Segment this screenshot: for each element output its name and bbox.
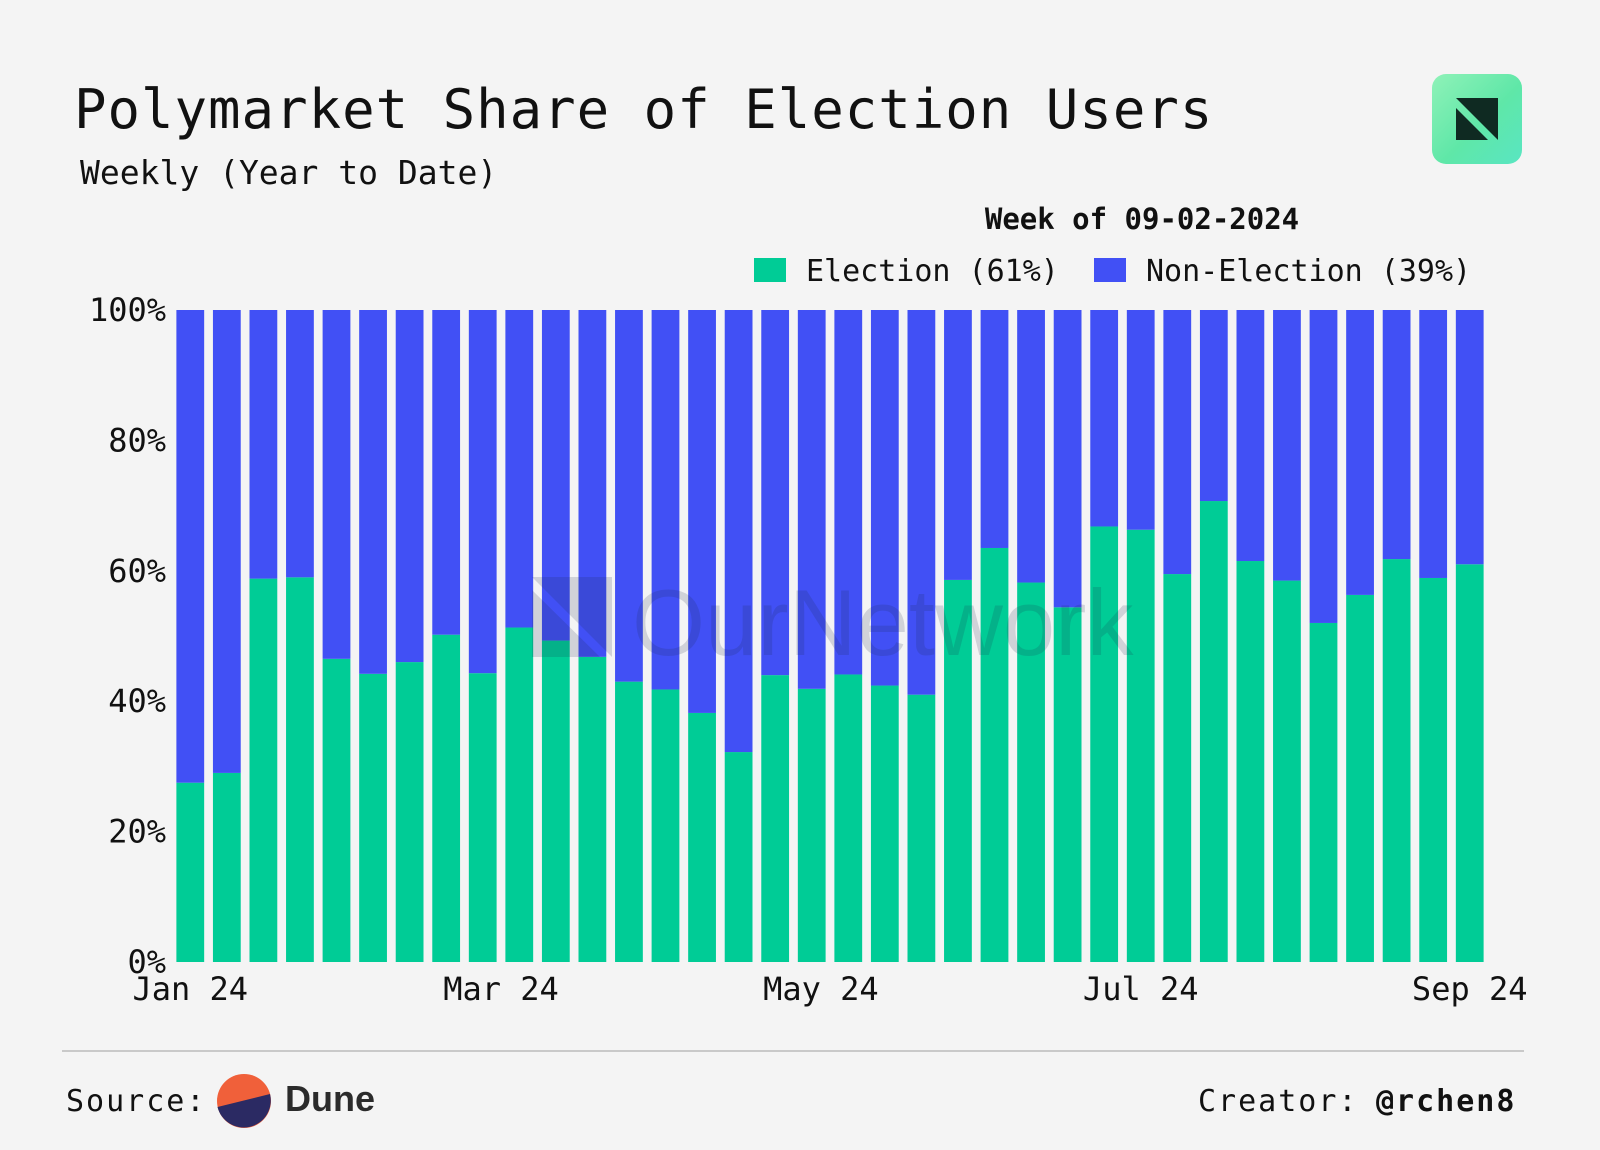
bar-non-election[interactable] bbox=[761, 310, 790, 676]
bar-non-election[interactable] bbox=[249, 310, 278, 579]
bar-non-election[interactable] bbox=[1090, 310, 1119, 527]
bar-non-election[interactable] bbox=[834, 310, 863, 675]
bar-non-election[interactable] bbox=[1346, 310, 1374, 595]
source-label: Source: bbox=[66, 1084, 207, 1119]
bar-election[interactable] bbox=[1382, 559, 1411, 962]
x-tick-label: Jul 24 bbox=[1083, 970, 1199, 1008]
bar-election[interactable] bbox=[797, 688, 826, 962]
bar-election[interactable] bbox=[395, 662, 424, 962]
bar-non-election[interactable] bbox=[1236, 310, 1265, 562]
bar-non-election[interactable] bbox=[578, 310, 607, 657]
bar-election[interactable] bbox=[249, 578, 278, 962]
ournetwork-logo-icon bbox=[1432, 74, 1522, 164]
bar-non-election[interactable] bbox=[1199, 310, 1228, 502]
bar-election[interactable] bbox=[1309, 622, 1338, 962]
bar-non-election[interactable] bbox=[1382, 310, 1411, 560]
y-tick-label: 60% bbox=[108, 552, 166, 590]
bar-election[interactable] bbox=[1163, 574, 1192, 962]
chart-subtitle: Weekly (Year to Date) bbox=[80, 153, 498, 192]
bar-election[interactable] bbox=[432, 634, 461, 962]
bar-non-election[interactable] bbox=[615, 310, 643, 682]
bar-non-election[interactable] bbox=[1053, 310, 1082, 608]
legend[interactable]: Election (61%) Non-Election (39%) bbox=[754, 254, 1471, 289]
bar-election[interactable] bbox=[322, 658, 351, 962]
y-tick-label: 20% bbox=[108, 813, 166, 851]
bar-non-election[interactable] bbox=[944, 310, 972, 580]
bar-non-election[interactable] bbox=[651, 310, 680, 690]
bar-non-election[interactable] bbox=[1419, 310, 1448, 578]
bar-election[interactable] bbox=[359, 673, 387, 962]
dune-logo-icon bbox=[216, 1073, 272, 1129]
stacked-bar-chart: OurNetwork 0%20%40%60%80%100% Jan 24Mar … bbox=[89, 202, 1528, 1008]
bar-election[interactable] bbox=[1455, 564, 1484, 962]
creator-label: Creator: bbox=[1198, 1084, 1359, 1119]
bar-non-election[interactable] bbox=[980, 310, 1009, 548]
bar-non-election[interactable] bbox=[432, 310, 461, 635]
bar-non-election[interactable] bbox=[176, 310, 205, 783]
legend-swatch-non-election bbox=[1094, 258, 1126, 282]
bar-election[interactable] bbox=[176, 782, 205, 962]
bar-election[interactable] bbox=[907, 694, 936, 962]
bar-non-election[interactable] bbox=[724, 310, 753, 753]
bar-non-election[interactable] bbox=[907, 310, 936, 695]
bar-election[interactable] bbox=[944, 579, 972, 962]
bar-election[interactable] bbox=[468, 673, 497, 962]
bar-non-election[interactable] bbox=[1309, 310, 1338, 623]
bar-non-election[interactable] bbox=[1163, 310, 1192, 575]
bar-non-election[interactable] bbox=[212, 310, 241, 773]
bar-non-election[interactable] bbox=[468, 310, 497, 674]
bar-non-election[interactable] bbox=[395, 310, 424, 663]
bar-election[interactable] bbox=[1346, 594, 1374, 962]
bar-election[interactable] bbox=[286, 577, 314, 962]
bar-non-election[interactable] bbox=[322, 310, 351, 659]
bar-election[interactable] bbox=[1126, 529, 1155, 962]
chart-title: Polymarket Share of Election Users bbox=[74, 78, 1214, 141]
bar-non-election[interactable] bbox=[797, 310, 826, 689]
legend-swatch-election bbox=[754, 258, 786, 282]
bar-election[interactable] bbox=[761, 675, 790, 962]
x-tick-label: May 24 bbox=[763, 970, 879, 1008]
bar-election[interactable] bbox=[1273, 580, 1301, 962]
bar-election[interactable] bbox=[1199, 501, 1228, 962]
y-tick-label: 100% bbox=[89, 291, 166, 329]
bar-election[interactable] bbox=[1053, 607, 1082, 962]
bar-election[interactable] bbox=[1017, 582, 1045, 962]
bar-non-election[interactable] bbox=[505, 310, 534, 628]
bar-non-election[interactable] bbox=[359, 310, 387, 674]
bar-election[interactable] bbox=[541, 640, 570, 962]
hover-week-label: Week of 09-02-2024 bbox=[985, 202, 1299, 236]
x-tick-label: Sep 24 bbox=[1412, 970, 1528, 1008]
bar-election[interactable] bbox=[980, 547, 1009, 962]
bar-election[interactable] bbox=[834, 674, 863, 962]
bar-election[interactable] bbox=[1236, 561, 1265, 962]
bar-non-election[interactable] bbox=[1273, 310, 1301, 581]
legend-label-election: Election (61%) bbox=[806, 254, 1059, 289]
bar-non-election[interactable] bbox=[870, 310, 899, 686]
bar-election[interactable] bbox=[578, 656, 607, 962]
source-name: Dune bbox=[285, 1078, 375, 1119]
bar-election[interactable] bbox=[615, 681, 643, 962]
x-tick-label: Jan 24 bbox=[132, 970, 248, 1008]
bar-election[interactable] bbox=[688, 712, 716, 962]
bar-election[interactable] bbox=[505, 627, 534, 962]
footer-divider bbox=[62, 1050, 1524, 1052]
bar-election[interactable] bbox=[212, 772, 241, 962]
y-tick-label: 80% bbox=[108, 421, 166, 459]
bar-non-election[interactable] bbox=[286, 310, 314, 578]
y-tick-label: 0% bbox=[127, 943, 166, 981]
bar-non-election[interactable] bbox=[1455, 310, 1484, 565]
bar-non-election[interactable] bbox=[1017, 310, 1045, 583]
bar-non-election[interactable] bbox=[1126, 310, 1155, 530]
bar-non-election[interactable] bbox=[541, 310, 570, 641]
creator-handle[interactable]: @rchen8 bbox=[1376, 1084, 1517, 1119]
x-tick-label: Mar 24 bbox=[443, 970, 559, 1008]
bar-election[interactable] bbox=[1090, 526, 1119, 962]
bar-election[interactable] bbox=[1419, 577, 1448, 962]
legend-label-non-election: Non-Election (39%) bbox=[1146, 254, 1471, 289]
bar-election[interactable] bbox=[870, 685, 899, 962]
y-tick-label: 40% bbox=[108, 682, 166, 720]
bar-non-election[interactable] bbox=[688, 310, 716, 713]
bar-election[interactable] bbox=[724, 752, 753, 962]
bar-election[interactable] bbox=[651, 689, 680, 962]
